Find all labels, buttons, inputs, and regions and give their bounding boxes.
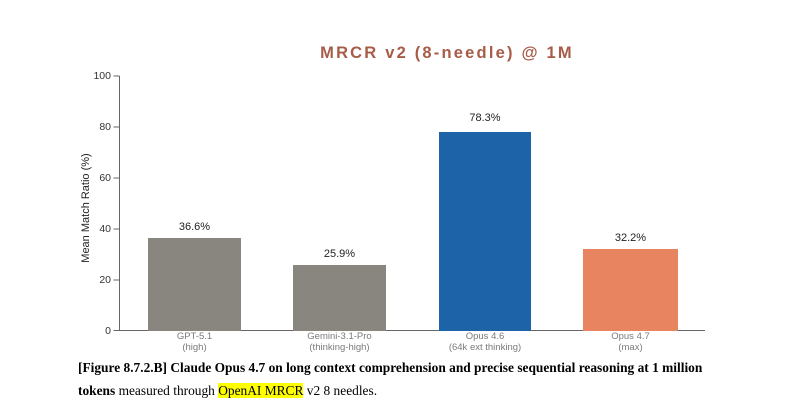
svg-text:60: 60 xyxy=(99,172,111,184)
svg-text:20: 20 xyxy=(99,274,111,286)
svg-text:40: 40 xyxy=(99,223,111,235)
svg-text:100: 100 xyxy=(93,70,111,82)
svg-text:80: 80 xyxy=(99,121,111,133)
svg-text:0: 0 xyxy=(105,325,111,337)
